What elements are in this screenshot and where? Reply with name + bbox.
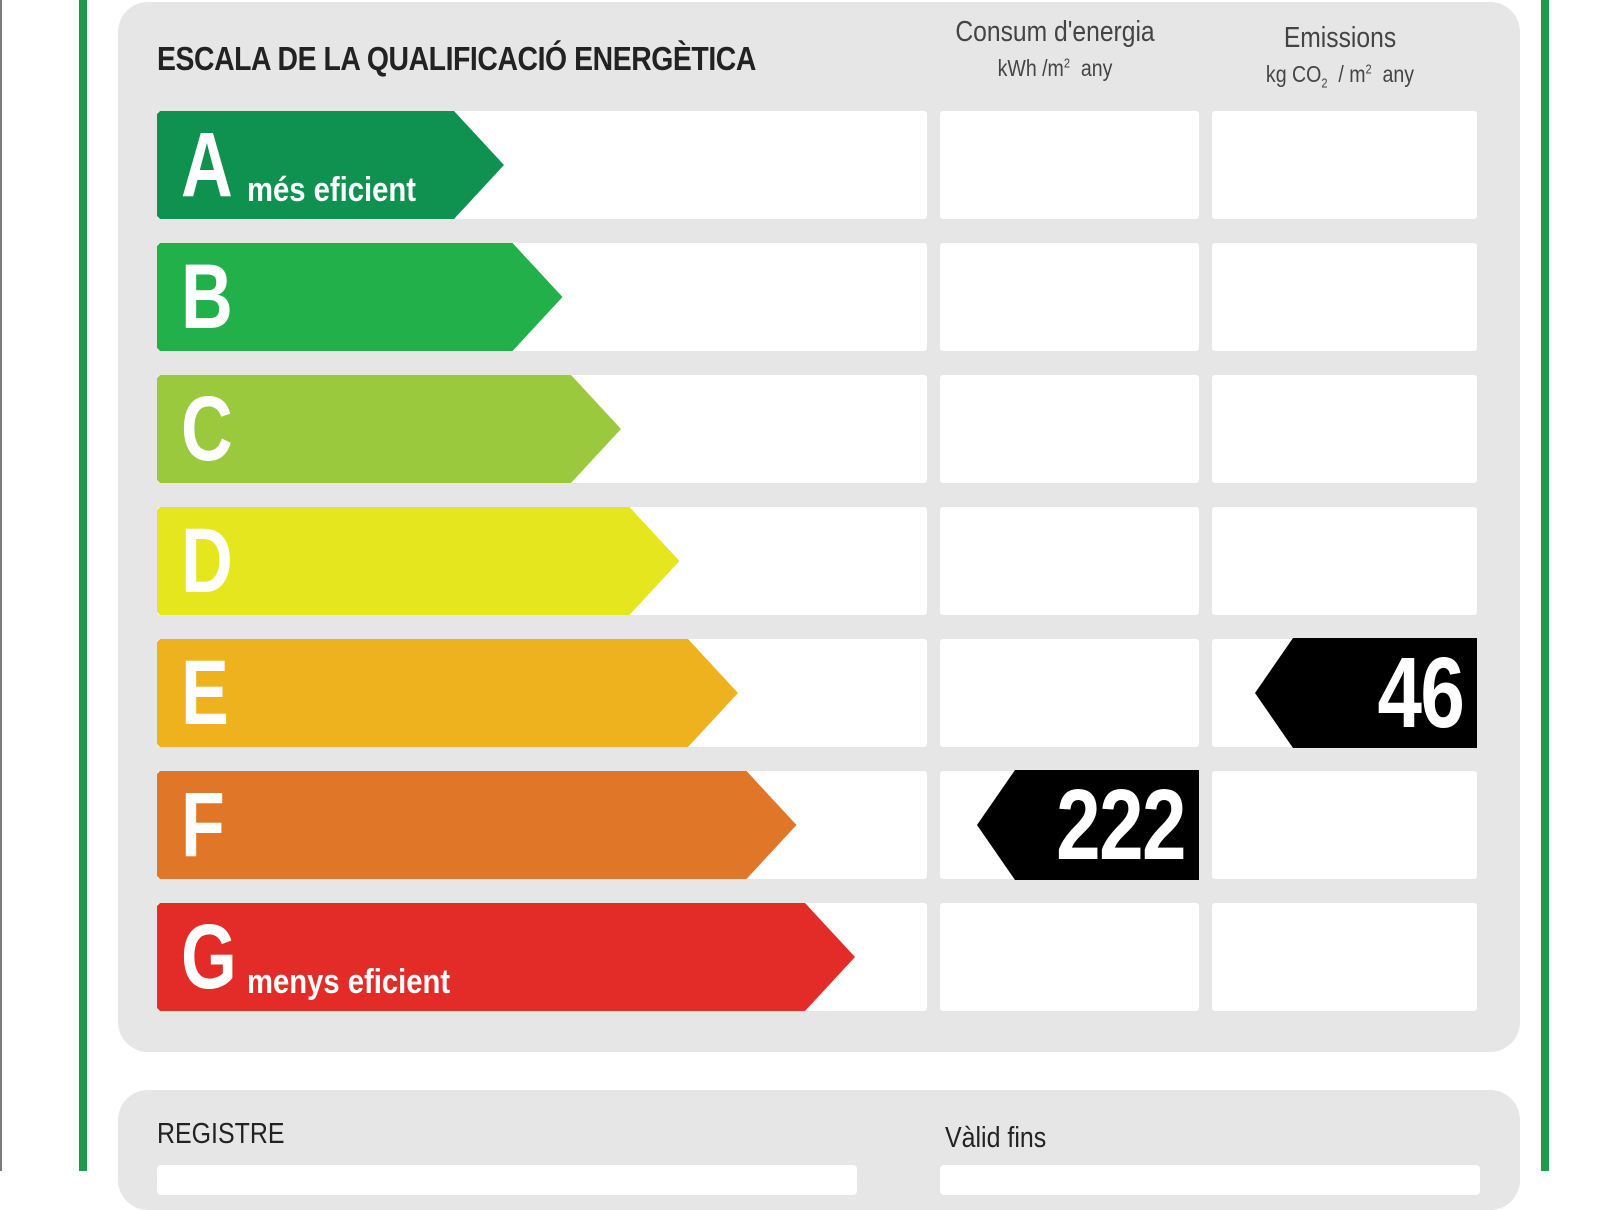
emissions-cell [1212, 375, 1477, 483]
consumption-cell [940, 507, 1199, 615]
rating-band-e: E [157, 639, 738, 747]
label-frame-right [1541, 0, 1549, 1171]
emissions-cell [1212, 903, 1477, 1011]
consumption-cell [940, 903, 1199, 1011]
band-letter: G [181, 906, 237, 1008]
registry-field [157, 1165, 857, 1195]
valid-until-label: Vàlid fins [945, 1122, 1047, 1154]
band-description: més eficient [247, 171, 417, 209]
band-letter: E [181, 642, 229, 744]
page-edge-line [0, 0, 2, 1171]
emissions-header-unit: kg CO2 / m2 any [1265, 61, 1415, 91]
consumption-rating-marker-value: 222 [1056, 768, 1186, 881]
rating-band-f: F [157, 771, 797, 879]
emissions-rating-marker-value: 46 [1377, 636, 1464, 749]
label-title: ESCALA DE LA QUALIFICACIÓ ENERGÈTICA [157, 40, 756, 77]
rating-band-b: B [157, 243, 563, 351]
registry-label: REGISTRE [157, 1118, 285, 1150]
consumption-cell [940, 243, 1199, 351]
consumption-header: Consum d'energia kWh /m2 any [925, 16, 1185, 82]
emissions-cell [1212, 111, 1477, 219]
band-letter: C [181, 378, 233, 480]
band-letter: F [181, 774, 225, 876]
consumption-header-unit: kWh /m2 any [997, 55, 1113, 81]
emissions-cell [1212, 243, 1477, 351]
emissions-header-title: Emissions [1283, 22, 1397, 54]
valid-until-field [940, 1165, 1480, 1195]
consumption-cell [940, 375, 1199, 483]
consumption-rating-marker: 222 [977, 770, 1199, 880]
consumption-cell [940, 111, 1199, 219]
emissions-cell [1212, 771, 1477, 879]
band-description: menys eficient [247, 963, 451, 1001]
rating-band-c: C [157, 375, 621, 483]
emissions-header: Emissions kg CO2 / m2 any [1210, 22, 1470, 91]
consumption-cell [940, 639, 1199, 747]
consumption-header-title: Consum d'energia [955, 16, 1155, 48]
band-letter: A [181, 114, 233, 216]
band-letter: D [181, 510, 233, 612]
emissions-rating-marker: 46 [1255, 638, 1477, 748]
label-frame-left [79, 0, 87, 1171]
band-letter: B [181, 246, 233, 348]
rating-band-d: D [157, 507, 680, 615]
emissions-cell [1212, 507, 1477, 615]
